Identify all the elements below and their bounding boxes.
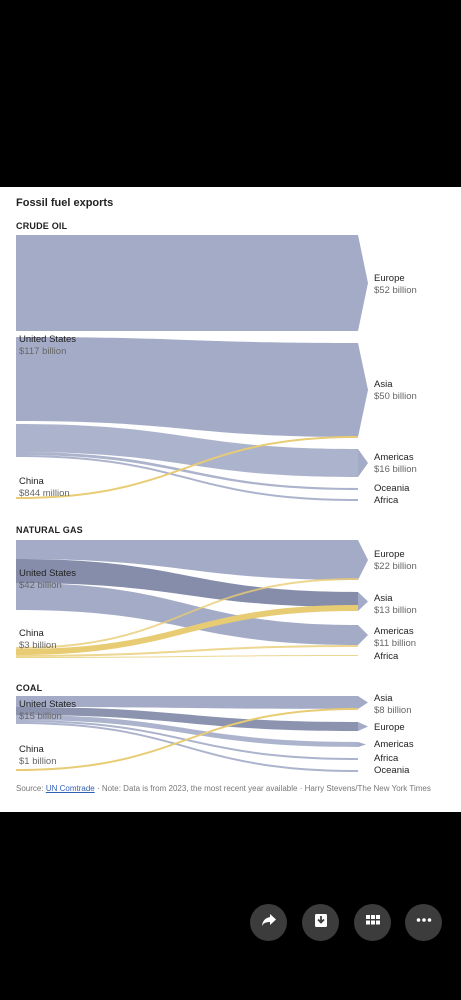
target-name: Asia: [374, 693, 393, 704]
target-value: $16 billion: [374, 464, 417, 475]
target-label-oceania-coal: Oceania: [374, 765, 409, 777]
target-name: Europe: [374, 722, 405, 733]
flow-china-americas-gas: [16, 645, 358, 657]
source-value: $3 billion: [19, 640, 57, 651]
target-value: $52 billion: [374, 285, 417, 296]
section-crude-oil: CRUDE OIL: [16, 221, 68, 231]
arrow-americas-coal: [358, 742, 366, 747]
target-name: Oceania: [374, 765, 410, 776]
flow-us-asia-gas: [16, 559, 358, 607]
target-value: $50 billion: [374, 391, 417, 402]
source-name: United States: [19, 334, 77, 345]
target-value: $22 billion: [374, 561, 417, 572]
flow-china-asia-crude: [16, 436, 358, 499]
section-natural-gas: NATURAL GAS: [16, 525, 83, 535]
download-button[interactable]: [302, 904, 339, 941]
flow-us-asia-crude: [16, 337, 358, 437]
flow-us-oceania-coal: [16, 722, 358, 772]
target-label-americas-coal: Americas: [374, 739, 414, 751]
source-name: United States: [19, 568, 77, 579]
sankey-flows: [16, 235, 368, 772]
arrow-asia-coal: [358, 696, 368, 709]
flow-us-americas-coal: [16, 715, 358, 747]
flow-us-europe-gas: [16, 540, 358, 580]
source-link[interactable]: UN Comtrade: [45, 784, 95, 793]
target-label-africa-crude: Africa: [374, 495, 398, 507]
target-value: $11 billion: [374, 638, 417, 649]
target-value: $8 billion: [374, 705, 412, 716]
target-value: $13 billion: [374, 605, 417, 616]
target-label-africa-gas: Africa: [374, 651, 398, 663]
share-icon: [260, 911, 278, 934]
flow-us-europe-coal: [16, 707, 358, 731]
flow-us-americas-crude: [16, 424, 358, 477]
share-button[interactable]: [250, 904, 287, 941]
arrow-europe-coal: [358, 722, 368, 731]
arrow-asia-gas: [358, 592, 368, 611]
source-value: $1 billion: [19, 756, 57, 767]
source-value: $42 billion: [19, 580, 62, 591]
target-name: Europe: [374, 273, 405, 284]
arrow-americas-crude: [358, 449, 368, 477]
source-label-china-crude: China $844 million: [19, 476, 70, 500]
flow-us-asia-coal: [16, 696, 358, 709]
source-label-china-coal: China $1 billion: [19, 744, 57, 768]
source-prefix: Source:: [16, 784, 44, 793]
source-value: $844 million: [19, 488, 70, 499]
source-name: China: [19, 628, 44, 639]
flow-us-africa-crude: [16, 455, 358, 501]
target-name: Africa: [374, 753, 399, 764]
grid-icon: [364, 911, 382, 934]
target-name: Americas: [374, 739, 414, 750]
target-label-americas-crude: Americas $16 billion: [374, 452, 417, 476]
target-label-europe-gas: Europe $22 billion: [374, 549, 417, 573]
target-name: Americas: [374, 626, 414, 637]
arrow-europe-gas: [358, 540, 368, 580]
flow-china-asia-gas: [16, 605, 358, 655]
source-name: China: [19, 744, 44, 755]
target-label-africa-coal: Africa: [374, 753, 398, 765]
arrow-americas-gas: [358, 625, 368, 645]
chart-figure: Fossil fuel exports CRUDE OIL United Sta…: [0, 187, 461, 812]
source-note: Source: UN Comtrade · Note: Data is from…: [16, 783, 436, 795]
target-name: Africa: [374, 495, 399, 506]
grid-button[interactable]: [354, 904, 391, 941]
source-label-us-gas: United States $42 billion: [19, 568, 76, 592]
source-label-us-crude: United States $117 billion: [19, 334, 76, 358]
more-icon: [415, 911, 433, 934]
target-label-oceania-crude: Oceania: [374, 483, 409, 495]
flow-china-africa-gas: [16, 655, 358, 658]
source-value: $15 billion: [19, 711, 62, 722]
target-label-europe-crude: Europe $52 billion: [374, 273, 417, 297]
flow-china-asia-coal: [16, 708, 358, 771]
source-label-us-coal: United States $15 billion: [19, 699, 76, 723]
target-label-americas-gas: Americas $11 billion: [374, 626, 416, 650]
source-rest: · Note: Data is from 2023, the most rece…: [94, 784, 431, 793]
arrow-europe-crude: [358, 235, 368, 331]
flow-china-europe-gas: [16, 578, 358, 649]
target-label-asia-coal: Asia $8 billion: [374, 693, 412, 717]
more-button[interactable]: [405, 904, 442, 941]
source-label-china-gas: China $3 billion: [19, 628, 57, 652]
target-name: Americas: [374, 452, 414, 463]
source-name: China: [19, 476, 44, 487]
target-label-europe-coal: Europe: [374, 722, 405, 734]
target-label-asia-crude: Asia $50 billion: [374, 379, 417, 403]
source-value: $117 billion: [19, 346, 67, 357]
arrow-asia-crude: [358, 343, 368, 437]
target-name: Europe: [374, 549, 405, 560]
section-coal: COAL: [16, 683, 43, 693]
target-name: Oceania: [374, 483, 410, 494]
target-name: Asia: [374, 593, 393, 604]
flow-us-oceania-crude: [16, 452, 358, 490]
download-icon: [312, 911, 330, 934]
target-label-asia-gas: Asia $13 billion: [374, 593, 417, 617]
flow-us-europe-crude: [16, 235, 358, 331]
target-name: Africa: [374, 651, 399, 662]
source-name: United States: [19, 699, 77, 710]
target-name: Asia: [374, 379, 393, 390]
figure-title: Fossil fuel exports: [16, 197, 114, 209]
